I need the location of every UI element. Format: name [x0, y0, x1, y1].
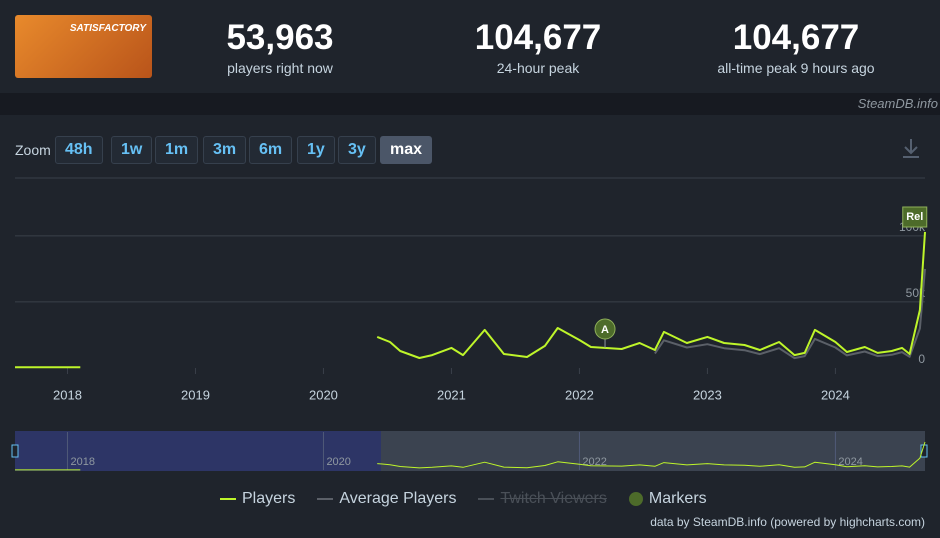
- stat-value: 104,677: [474, 18, 602, 57]
- series-line: [654, 268, 926, 360]
- navigator-tick-label: 2024: [838, 456, 862, 468]
- legend-label: Average Players: [339, 490, 457, 507]
- legend-swatch: [628, 491, 643, 506]
- stat: 104,677 all-time peak 9 hours ago: [676, 18, 916, 76]
- zoom-button[interactable]: 1y: [297, 136, 335, 164]
- x-tick-label: 2020: [309, 387, 338, 402]
- legend-label: Markers: [648, 490, 707, 507]
- marker-label: Rel: [906, 211, 923, 223]
- stats-panel: SATISFACTORY 53,963 players right now 104…: [0, 0, 940, 93]
- marker: [902, 206, 928, 228]
- x-tick-label: 2023: [693, 387, 722, 402]
- navigator-tick-label: 2020: [326, 456, 350, 468]
- zoom-button[interactable]: max: [380, 136, 433, 164]
- legend-item[interactable]: Players: [220, 490, 295, 508]
- zoom-button[interactable]: 1m: [155, 136, 199, 164]
- series-line: [15, 231, 926, 369]
- stat-value: 104,677: [732, 18, 860, 57]
- legend-swatch: [478, 497, 495, 500]
- stat: 53,963 players right now: [160, 18, 400, 76]
- navigator-handle[interactable]: [11, 444, 19, 458]
- x-tick-label: 2019: [181, 387, 210, 402]
- legend-swatch: [220, 497, 236, 500]
- navigator-tick-label: 2018: [70, 456, 94, 468]
- legend-label: Players: [242, 490, 296, 507]
- x-tick-label: 2024: [821, 387, 850, 402]
- zoom-button[interactable]: 6m: [249, 136, 293, 164]
- x-tick-label: 2022: [565, 387, 594, 402]
- legend: Players Average Players Twitch Viewers Mark…: [220, 490, 707, 508]
- zoom-button[interactable]: 3y: [338, 136, 376, 164]
- zoom-button[interactable]: 1w: [111, 136, 153, 164]
- legend-item[interactable]: Markers: [628, 490, 707, 508]
- x-tick-label: 2018: [53, 387, 82, 402]
- navigator-mask: [15, 431, 381, 471]
- stat-label: all-time peak 9 hours ago: [717, 60, 875, 76]
- y-tick-label: 0: [918, 352, 925, 366]
- marker-label: A: [601, 324, 609, 336]
- stat: 104,677 24-hour peak: [418, 18, 658, 76]
- marker: [594, 318, 616, 340]
- legend-swatch: [317, 497, 334, 500]
- zoom-button[interactable]: 3m: [203, 136, 247, 164]
- navigator-line: [15, 441, 926, 471]
- credit: data by SteamDB.info (powered by highcha…: [650, 515, 925, 529]
- legend-item[interactable]: Average Players: [317, 490, 456, 508]
- zoom-label: Zoom: [15, 142, 51, 158]
- stat-label: players right now: [227, 60, 333, 76]
- stat-label: 24-hour peak: [496, 60, 580, 76]
- logo-text: SATISFACTORY: [69, 23, 146, 34]
- site-label: SteamDB.info: [857, 96, 938, 111]
- game-logo[interactable]: SATISFACTORY: [15, 15, 152, 78]
- zoom-button[interactable]: 48h: [55, 136, 103, 164]
- stat-value: 53,963: [226, 18, 334, 57]
- legend-item[interactable]: Twitch Viewers: [478, 490, 607, 508]
- x-tick-label: 2021: [437, 387, 466, 402]
- download-icon[interactable]: [903, 139, 919, 158]
- legend-label: Twitch Viewers: [500, 490, 607, 507]
